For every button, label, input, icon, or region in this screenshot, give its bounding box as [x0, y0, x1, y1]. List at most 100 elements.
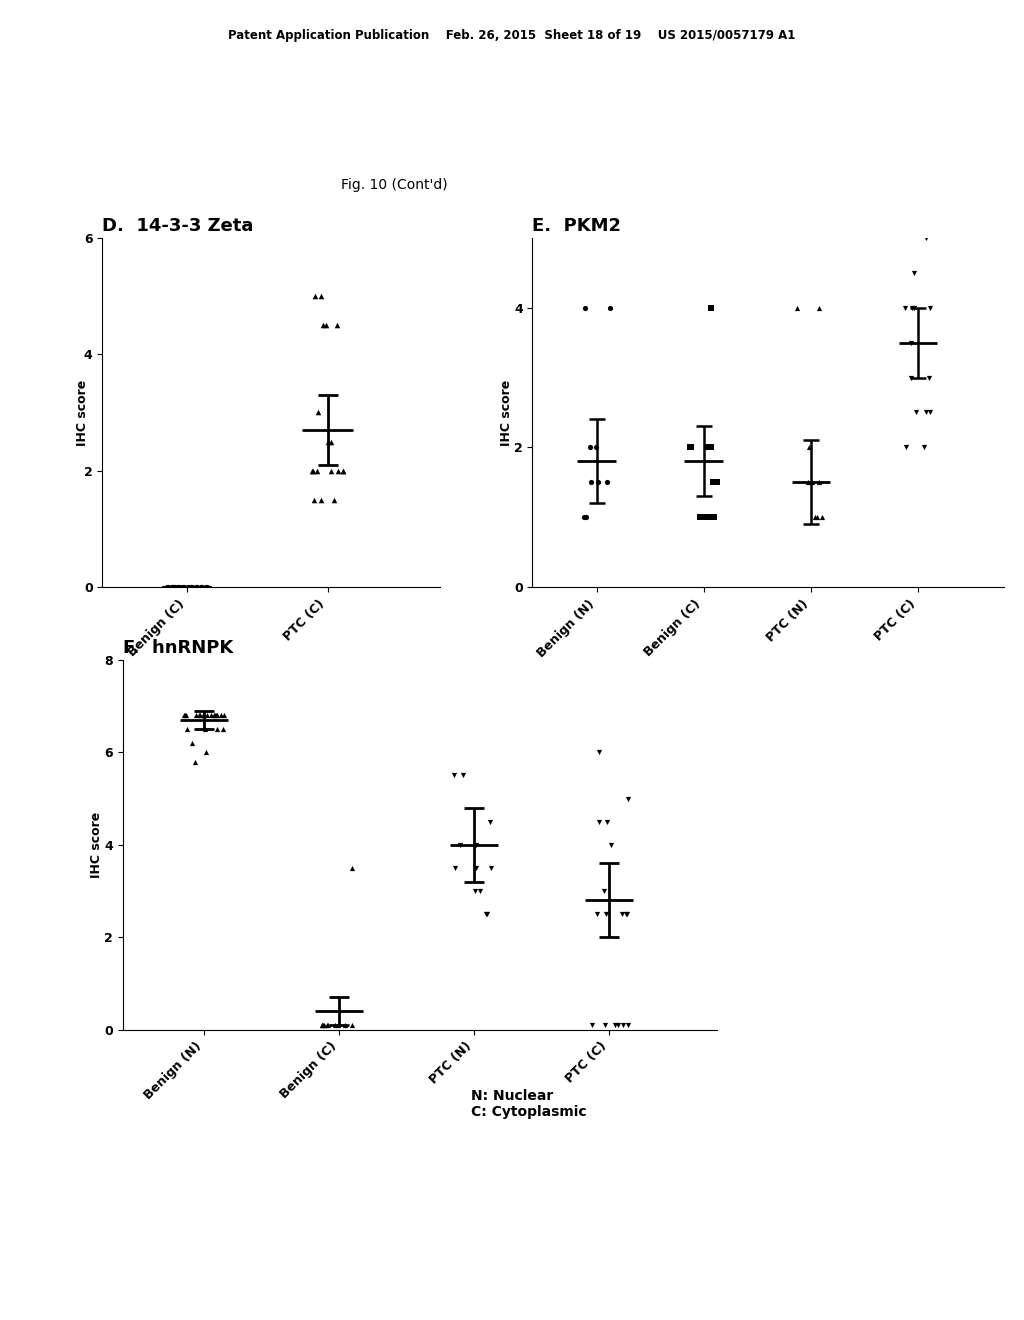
Point [199, 705, 215, 726]
Text: Patent Application Publication    Feb. 26, 2015  Sheet 18 of 19    US 2015/00571: Patent Application Publication Feb. 26, … [228, 29, 796, 42]
Point [318, 314, 335, 335]
Point [478, 903, 495, 924]
Point [312, 285, 329, 306]
Point [179, 718, 196, 739]
Point [614, 1014, 631, 1035]
Point [453, 834, 469, 855]
Point [599, 471, 615, 492]
Text: N: Nuclear
C: Cytoplasmic: N: Nuclear C: Cytoplasmic [471, 1089, 587, 1119]
Point [922, 401, 938, 422]
Point [801, 437, 817, 458]
Point [307, 285, 324, 306]
Point [198, 742, 214, 763]
Point [575, 507, 592, 528]
Point [602, 834, 618, 855]
Point [682, 437, 698, 458]
Point [618, 903, 635, 924]
Y-axis label: IHC score: IHC score [500, 379, 513, 446]
Point [159, 577, 175, 598]
Point [591, 810, 607, 833]
Point [187, 751, 204, 772]
Point [903, 331, 920, 352]
Point [614, 903, 631, 924]
Point [695, 507, 712, 528]
Point [180, 577, 197, 598]
Point [483, 858, 500, 879]
Point [164, 577, 180, 598]
Point [323, 432, 339, 453]
Point [335, 461, 351, 482]
Point [319, 1014, 336, 1035]
Point [447, 858, 464, 879]
Point [691, 507, 708, 528]
Point [304, 461, 321, 482]
Point [330, 1014, 346, 1035]
Point [184, 733, 201, 754]
Point [898, 437, 914, 458]
Point [617, 903, 634, 924]
Point [609, 1014, 626, 1035]
Point [705, 471, 721, 492]
Point [164, 577, 180, 598]
Point [183, 577, 200, 598]
Point [215, 705, 231, 726]
Point [344, 1014, 360, 1035]
Point [596, 880, 612, 902]
Point [706, 507, 722, 528]
Point [197, 718, 213, 739]
Point [343, 858, 359, 879]
Point [907, 401, 924, 422]
Point [190, 705, 207, 726]
Y-axis label: IHC score: IHC score [90, 812, 103, 878]
Point [327, 1014, 343, 1035]
Point [193, 577, 209, 598]
Point [206, 705, 222, 726]
Point [160, 577, 176, 598]
Point [583, 471, 599, 492]
Point [683, 437, 699, 458]
Point [902, 367, 919, 388]
Point [309, 401, 326, 422]
Point [165, 577, 181, 598]
Point [918, 227, 934, 248]
Point [905, 261, 922, 282]
Point [316, 1014, 333, 1035]
Point [578, 507, 594, 528]
Point [807, 507, 823, 528]
Point [481, 810, 498, 833]
Point [313, 1014, 330, 1035]
Point [918, 401, 934, 422]
Point [329, 314, 345, 335]
Point [183, 577, 200, 598]
Point [471, 880, 487, 902]
Point [177, 705, 194, 726]
Point [191, 705, 208, 726]
Point [215, 718, 231, 739]
Text: F.  hnRNPK: F. hnRNPK [123, 639, 233, 657]
Point [479, 903, 496, 924]
Text: D.  14-3-3 Zeta: D. 14-3-3 Zeta [102, 216, 254, 235]
Point [306, 490, 323, 511]
Point [800, 471, 816, 492]
Point [188, 577, 205, 598]
Point [814, 507, 830, 528]
Point [335, 461, 351, 482]
Point [176, 577, 193, 598]
Point [915, 437, 932, 458]
Point [314, 1014, 331, 1035]
Point [922, 367, 938, 388]
Point [703, 437, 720, 458]
Point [584, 1014, 600, 1035]
Point [790, 297, 806, 318]
Point [203, 705, 219, 726]
Point [170, 577, 186, 598]
Point [195, 577, 211, 598]
Point [906, 297, 923, 318]
Point [319, 1014, 336, 1035]
Point [196, 705, 212, 726]
Point [308, 461, 325, 482]
Point [620, 788, 636, 809]
Point [208, 705, 224, 726]
Point [703, 297, 720, 318]
Point [187, 705, 204, 726]
